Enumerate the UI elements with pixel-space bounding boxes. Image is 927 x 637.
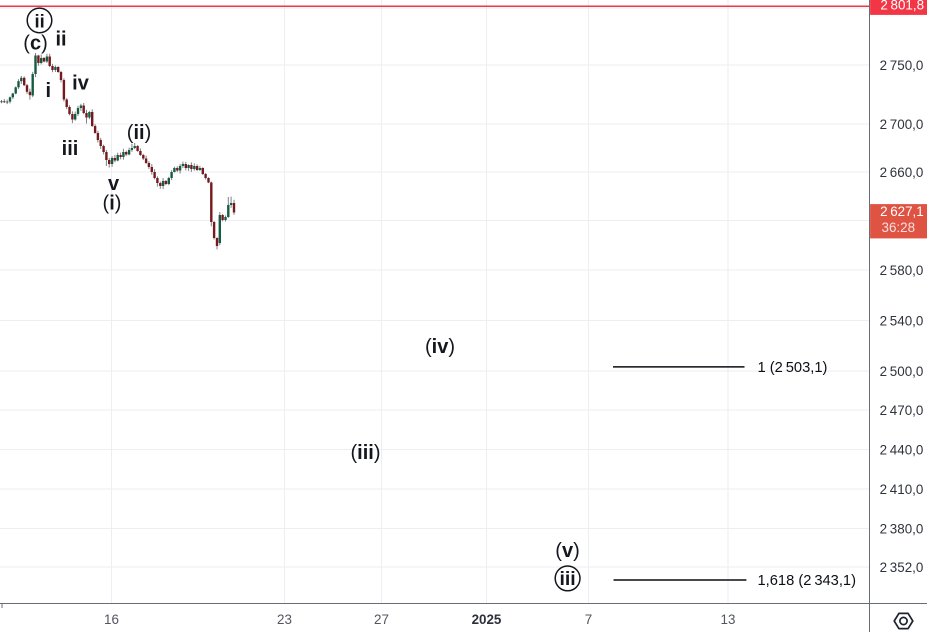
svg-text:16: 16 bbox=[104, 612, 119, 627]
svg-text:1,618 (2 343,1): 1,618 (2 343,1) bbox=[758, 573, 856, 589]
svg-text:(iii): (iii) bbox=[350, 442, 380, 464]
svg-text:1 (2 503,1): 1 (2 503,1) bbox=[758, 360, 828, 376]
svg-text:i: i bbox=[46, 80, 52, 102]
svg-text:2 540,0: 2 540,0 bbox=[880, 313, 924, 328]
svg-text:2 580,0: 2 580,0 bbox=[880, 263, 924, 278]
svg-text:36:28: 36:28 bbox=[882, 220, 916, 235]
svg-text:2025: 2025 bbox=[472, 612, 502, 627]
svg-text:2 352,0: 2 352,0 bbox=[880, 560, 924, 575]
svg-text:(iv): (iv) bbox=[425, 336, 455, 358]
svg-text:iii: iii bbox=[62, 138, 79, 160]
svg-text:2 380,0: 2 380,0 bbox=[880, 521, 924, 536]
svg-text:(ii): (ii) bbox=[127, 122, 151, 144]
svg-text:2 750,0: 2 750,0 bbox=[880, 58, 924, 73]
svg-text:7: 7 bbox=[585, 612, 592, 627]
svg-text:2 801,8: 2 801,8 bbox=[880, 0, 924, 12]
svg-text:2 500,0: 2 500,0 bbox=[880, 364, 924, 379]
svg-text:iv: iv bbox=[72, 73, 90, 95]
svg-text:ii: ii bbox=[55, 28, 66, 50]
svg-text:13: 13 bbox=[721, 612, 736, 627]
svg-text:v: v bbox=[108, 173, 120, 195]
svg-text:2 410,0: 2 410,0 bbox=[880, 482, 924, 497]
svg-text:2 660,0: 2 660,0 bbox=[880, 165, 924, 180]
svg-text:ii: ii bbox=[34, 11, 44, 32]
svg-text:23: 23 bbox=[277, 612, 292, 627]
svg-text:(i): (i) bbox=[103, 192, 122, 214]
svg-text:(v): (v) bbox=[555, 540, 579, 562]
svg-text:2 440,0: 2 440,0 bbox=[880, 442, 924, 457]
svg-text:iii: iii bbox=[559, 568, 575, 590]
svg-text:27: 27 bbox=[374, 612, 389, 627]
svg-text:(c): (c) bbox=[23, 32, 47, 54]
svg-text:2 470,0: 2 470,0 bbox=[880, 403, 924, 418]
svg-text:2 700,0: 2 700,0 bbox=[880, 117, 924, 132]
svg-text:2 627,1: 2 627,1 bbox=[880, 204, 924, 219]
